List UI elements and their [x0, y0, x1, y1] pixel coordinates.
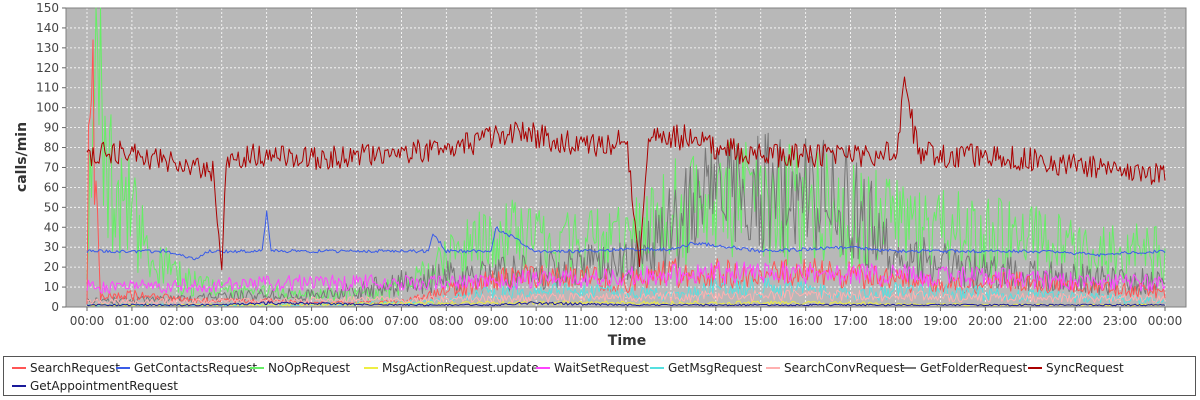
series-line: [86, 301, 1166, 307]
legend-item: GetMsgRequest: [650, 360, 762, 376]
legend-label: NoOpRequest: [268, 361, 351, 375]
legend-label: WaitSetRequest: [554, 361, 649, 375]
legend-label: GetContactsRequest: [134, 361, 258, 375]
y-tick-label: 80: [44, 141, 59, 155]
y-tick-label: 60: [44, 180, 59, 194]
y-tick-label: 0: [51, 300, 59, 314]
legend-label: GetMsgRequest: [668, 361, 763, 375]
legend-item: NoOpRequest: [250, 360, 350, 376]
series-line: [86, 289, 1166, 305]
legend-swatch: [364, 367, 378, 369]
x-tick-label: 10:00: [519, 314, 554, 328]
legend-swatch: [536, 367, 550, 369]
y-tick-label: 140: [36, 21, 59, 35]
x-tick-label: 00:00: [70, 314, 105, 328]
legend-swatch: [650, 367, 664, 369]
y-tick-label: 20: [44, 260, 59, 274]
x-tick-label: 02:00: [160, 314, 195, 328]
y-tick-label: 150: [36, 1, 59, 15]
legend-swatch: [12, 385, 26, 387]
legend-label: GetFolderRequest: [920, 361, 1028, 375]
y-tick-label: 40: [44, 220, 59, 234]
y-tick-label: 100: [36, 101, 59, 115]
legend-label: MsgActionRequest.update: [382, 361, 539, 375]
x-tick-label: 23:00: [1103, 314, 1138, 328]
y-tick-label: 120: [36, 61, 59, 75]
y-axis: 0 10 20 30 40 50 60 70 80 90 100 110 120 130 140 150: [36, 1, 66, 314]
x-tick-label: 11:00: [564, 314, 599, 328]
legend-swatch: [116, 367, 130, 369]
legend-item: GetAppointmentRequest: [12, 378, 178, 394]
x-tick-label: 00:00: [1148, 314, 1183, 328]
x-tick-label: 18:00: [878, 314, 913, 328]
series-line: [86, 39, 1166, 306]
legend-item: MsgActionRequest.update: [364, 360, 539, 376]
legend-item: SearchConvRequest: [766, 360, 904, 376]
x-tick-label: 07:00: [384, 314, 419, 328]
series-line: [86, 76, 1166, 271]
y-tick-label: 90: [44, 121, 59, 135]
x-tick-label: 13:00: [654, 314, 689, 328]
legend-swatch: [1028, 367, 1042, 369]
series-line: [86, 210, 1166, 261]
y-axis-title: calls/min: [14, 122, 30, 192]
legend: SearchRequest GetContactsRequest NoOpReque…: [3, 356, 1196, 396]
x-tick-label: 22:00: [1058, 314, 1093, 328]
y-tick-label: 50: [44, 200, 59, 214]
legend-item: SyncRequest: [1028, 360, 1124, 376]
x-tick-label: 05:00: [294, 314, 329, 328]
legend-label: SyncRequest: [1046, 361, 1124, 375]
legend-label: SearchRequest: [30, 361, 120, 375]
y-tick-label: 130: [36, 41, 59, 55]
series-group: [86, 7, 1166, 307]
legend-swatch: [902, 367, 916, 369]
x-tick-label: 01:00: [115, 314, 150, 328]
y-tick-label: 10: [44, 280, 59, 294]
series-line: [86, 7, 1166, 303]
x-tick-label: 03:00: [204, 314, 239, 328]
x-tick-label: 16:00: [788, 314, 823, 328]
legend-item: GetContactsRequest: [116, 360, 257, 376]
y-tick-label: 110: [36, 81, 59, 95]
x-tick-label: 21:00: [1013, 314, 1048, 328]
series-line: [86, 261, 1166, 294]
legend-swatch: [250, 367, 264, 369]
y-tick-label: 70: [44, 160, 59, 174]
legend-item: WaitSetRequest: [536, 360, 649, 376]
x-tick-label: 09:00: [474, 314, 509, 328]
legend-swatch: [12, 367, 26, 369]
x-axis: 00:00 01:00 02:00 03:00 04:00 05:00 06:00 07:00…: [70, 307, 1183, 328]
x-tick-label: 17:00: [833, 314, 868, 328]
x-axis-title: Time: [608, 333, 646, 349]
legend-swatch: [766, 367, 780, 369]
x-tick-label: 04:00: [249, 314, 284, 328]
x-tick-label: 14:00: [699, 314, 734, 328]
chart: 0 10 20 30 40 50 60 70 80 90 100 110 120 130 140 150 00…: [14, 1, 1187, 349]
x-tick-label: 12:00: [609, 314, 644, 328]
x-tick-label: 20:00: [968, 314, 1003, 328]
y-tick-label: 30: [44, 240, 59, 254]
legend-item: GetFolderRequest: [902, 360, 1027, 376]
x-tick-label: 08:00: [429, 314, 464, 328]
legend-item: SearchRequest: [12, 360, 120, 376]
x-tick-label: 06:00: [339, 314, 374, 328]
x-tick-label: 15:00: [743, 314, 778, 328]
legend-label: SearchConvRequest: [784, 361, 905, 375]
legend-label: GetAppointmentRequest: [30, 379, 178, 393]
x-tick-label: 19:00: [923, 314, 958, 328]
